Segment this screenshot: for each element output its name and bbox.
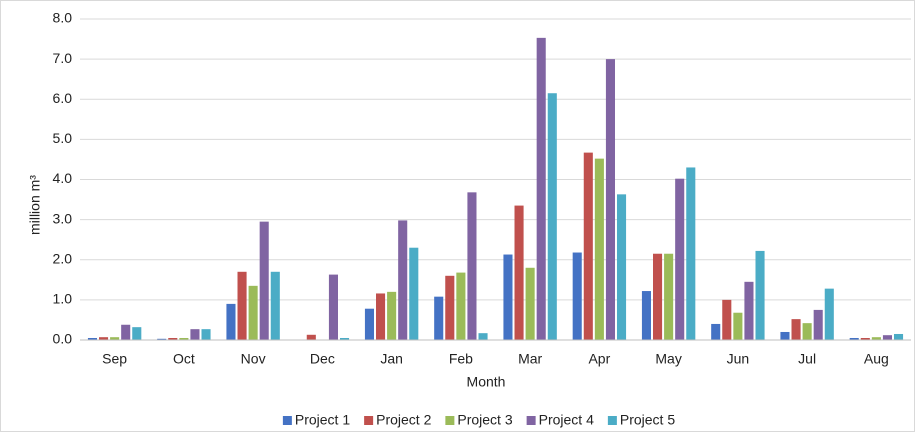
bar [675,178,685,340]
bar [456,272,466,340]
bar [398,220,408,340]
bar [711,323,721,340]
legend-swatch [607,416,617,425]
legend-swatch [445,416,455,425]
bar [824,288,834,340]
bar [653,253,663,340]
bar [270,271,280,340]
y-tick-label: 8.0 [53,10,73,26]
bar [168,337,178,340]
bar [802,323,812,340]
x-tick-label: Jun [727,351,750,367]
bar [744,281,754,340]
bar [780,331,790,340]
x-tick-label: Jan [380,351,403,367]
x-tick-label: Jul [798,351,816,367]
x-axis-title: Month [467,374,506,390]
legend-label: Project 1 [295,412,350,428]
bar [237,271,247,340]
bar [259,221,269,340]
bar [445,275,455,340]
bar [594,158,604,340]
bar [572,252,582,340]
bar [791,319,801,340]
bar [583,152,593,340]
y-tick-label: 2.0 [53,250,73,266]
bar [201,329,211,340]
x-tick-label: Apr [588,351,610,367]
bar [616,194,627,340]
legend-swatch [526,416,536,425]
x-tick-label: Aug [864,351,889,367]
bar [686,167,696,340]
bar [110,337,120,340]
bar [733,312,743,340]
y-tick-label: 1.0 [53,291,73,307]
bar [478,333,488,340]
y-tick-label: 3.0 [53,210,73,226]
y-tick-label: 0.0 [53,331,73,347]
x-tick-label: May [655,351,681,367]
bar [339,337,350,340]
bar [536,37,546,340]
bar [306,334,316,340]
legend-label: Project 4 [539,412,594,428]
y-tick-label: 4.0 [53,170,73,186]
y-tick-label: 6.0 [53,90,73,106]
legend-swatch [282,416,292,425]
bar [121,324,131,340]
x-tick-label: Dec [310,351,335,367]
bar [641,291,652,340]
bar [364,308,375,340]
bar [387,291,397,340]
bar [755,250,765,340]
y-tick-label: 5.0 [53,130,73,146]
x-tick-label: Mar [518,351,542,367]
bar [179,337,189,340]
legend-label: Project 5 [620,412,675,428]
legend-label: Project 2 [376,412,431,428]
y-tick-label: 7.0 [53,50,73,66]
bar [664,253,674,340]
bar [248,285,258,340]
legend-label: Project 3 [457,412,512,428]
bar [376,293,386,340]
bar [605,59,615,340]
bar [434,296,444,340]
bar [893,333,904,340]
y-axis-title: million m³ [27,175,43,235]
x-tick-label: Oct [173,351,195,367]
bar [226,303,236,340]
bar [157,338,167,340]
x-tick-label: Nov [241,351,266,367]
bar [514,205,524,340]
bar [409,247,419,340]
bar [467,192,477,340]
bar [860,337,870,340]
x-tick-label: Sep [102,351,127,367]
bar [849,337,859,340]
legend-swatch [364,416,374,425]
bar [503,254,513,340]
bar [813,309,823,340]
bar [871,337,881,340]
x-tick-label: Feb [449,351,473,367]
bar [190,329,200,340]
bar [525,267,535,340]
bar [882,335,892,340]
bar [132,327,142,340]
bar [99,337,109,340]
bar [722,299,732,340]
bar [87,337,98,340]
bar [547,93,557,340]
bar [328,274,338,340]
